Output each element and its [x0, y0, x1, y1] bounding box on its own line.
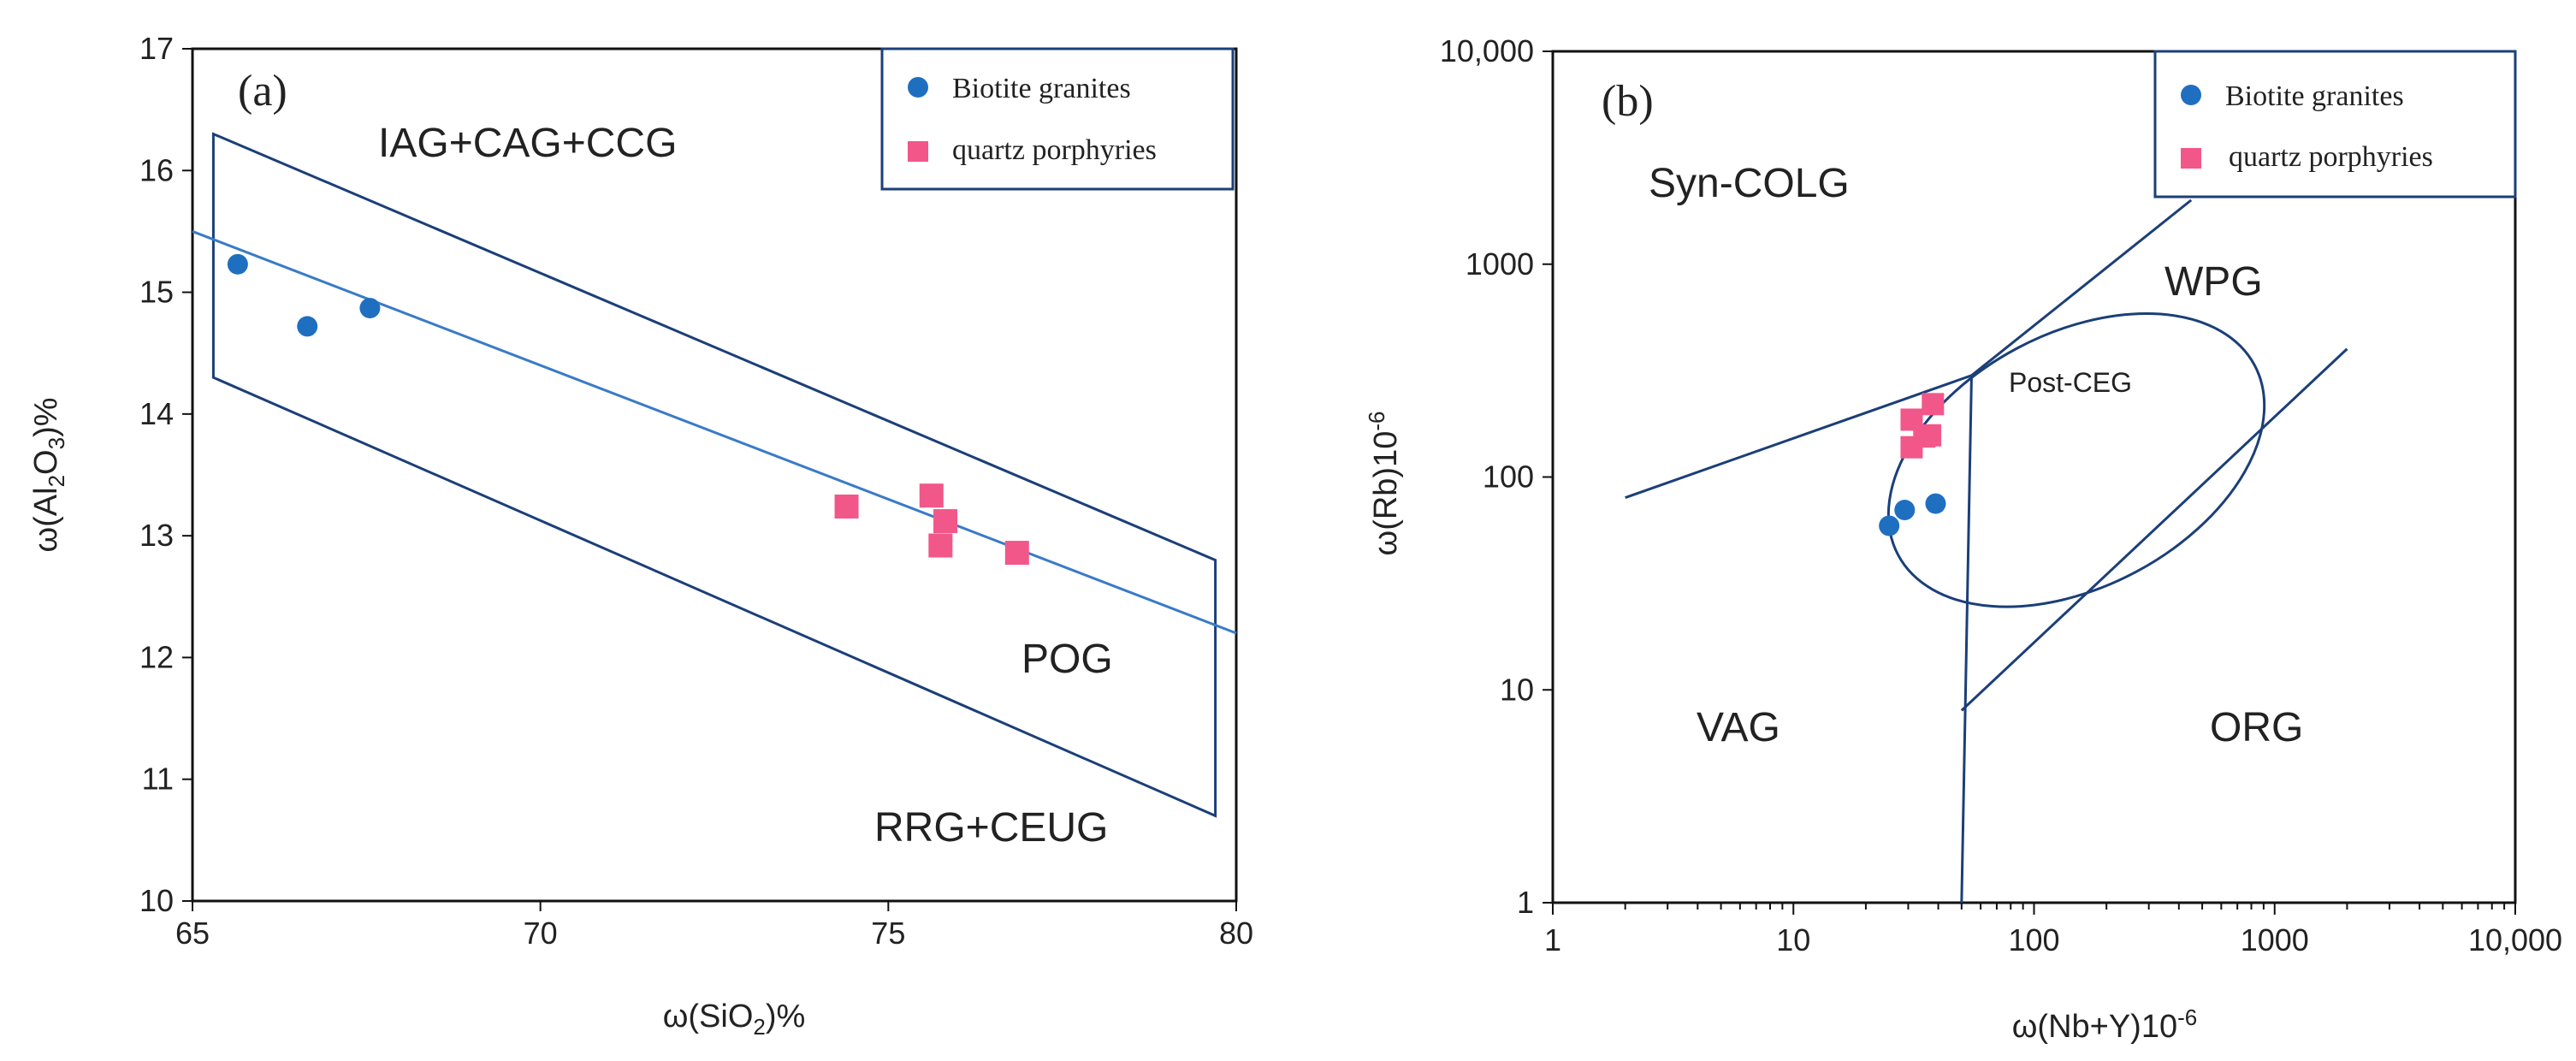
- field-boundary-b: [1960, 347, 2348, 712]
- points-b: [1879, 393, 1946, 536]
- fields-b: [1625, 199, 2348, 904]
- panel-label-a: (a): [238, 67, 287, 116]
- points-a: [227, 253, 1029, 566]
- field-label-syncolg: Syn-COLG: [1649, 161, 1850, 206]
- y-tick-label-a: 10: [139, 883, 174, 918]
- x-tick-label-b: 10,000: [2468, 922, 2562, 957]
- field-label-org: ORG: [2210, 705, 2303, 750]
- ticks-a: 65 70 75 80 10 11 12 13 14 15 16 17: [139, 31, 1253, 951]
- y-axis-title-b: ω(Rb)10-6: [1364, 412, 1404, 556]
- legend-label-quartz-a: quartz porphyries: [952, 134, 1157, 166]
- data-point-biotite-a: [359, 298, 381, 319]
- field-boundary-b: [1970, 199, 2193, 376]
- y-tick-label-b: 10,000: [1440, 33, 1534, 68]
- data-point-biotite-a: [297, 316, 318, 337]
- fields-a: [192, 132, 1237, 818]
- data-point-quartz-a: [928, 533, 953, 558]
- y-tick-label-b: 1: [1517, 885, 1534, 920]
- ticks-b: 1 10 100 1000 10,000 1 10 100 1000 10,000: [1440, 33, 2562, 957]
- plot-frame-a: [191, 47, 1238, 903]
- y-tick-label-a: 17: [139, 31, 174, 66]
- legend-label-quartz-b: quartz porphyries: [2229, 141, 2433, 173]
- legend-box-a: [880, 47, 1235, 191]
- panel-label-b: (b): [1602, 77, 1654, 126]
- data-point-biotite-b: [1894, 500, 1916, 521]
- y-tick-label-a: 13: [139, 518, 174, 553]
- panel-b: 1 10 100 1000 10,000 1 10 100 1000 10,000 (b) Syn…: [1364, 33, 2562, 1045]
- field-boundary-b: [1625, 374, 1972, 500]
- data-point-quartz-a: [933, 509, 958, 534]
- data-point-quartz-a: [919, 483, 944, 508]
- x-tick-label-a: 80: [1219, 916, 1253, 951]
- legend-a: Biotite granites quartz porphyries: [880, 47, 1235, 191]
- data-point-quartz-b: [1900, 436, 1923, 459]
- y-tick-label-a: 15: [139, 275, 174, 310]
- x-axis-title-b: ω(Nb+Y)10-6: [2012, 1005, 2197, 1045]
- x-tick-label-a: 65: [175, 916, 210, 951]
- post-ceg-ellipse-b: [1886, 311, 2266, 608]
- data-point-biotite-b: [1879, 515, 1900, 536]
- x-tick-label-a: 75: [871, 916, 905, 951]
- field-label-iag: IAG+CAG+CCG: [378, 121, 677, 166]
- field-label-postceg: Post-CEG: [2009, 367, 2132, 398]
- field-boundary-b: [1960, 375, 1973, 904]
- legend-marker-biotite-b: [2181, 85, 2201, 105]
- trend-line-a: [192, 230, 1237, 635]
- y-axis-title-a: ω(Al2O3)%: [28, 397, 69, 552]
- field-boundary-a: [211, 132, 1217, 818]
- x-tick-label-b: 1000: [2241, 922, 2309, 957]
- field-label-pog: POG: [1022, 637, 1113, 682]
- legend-b: Biotite granites quartz porphyries: [2153, 50, 2517, 199]
- data-point-biotite-b: [1925, 493, 1946, 514]
- y-tick-label-b: 1000: [1466, 246, 1534, 282]
- field-label-wpg: WPG: [2164, 259, 2263, 305]
- data-point-quartz-b: [1922, 393, 1945, 416]
- panel-a: 65 70 75 80 10 11 12 13 14 15 16 17 (a) IAG+CAG+CCG…: [28, 31, 1253, 1040]
- legend-marker-biotite-a: [908, 77, 928, 98]
- field-label-rrg: RRG+CEUG: [874, 805, 1108, 851]
- y-tick-label-a: 14: [139, 396, 174, 431]
- legend-marker-quartz-b: [2181, 148, 2201, 169]
- legend-label-biotite-a: Biotite granites: [952, 73, 1131, 104]
- x-tick-label-b: 1: [1544, 922, 1561, 957]
- y-tick-label-a: 16: [139, 152, 174, 187]
- field-label-vag: VAG: [1697, 705, 1780, 750]
- y-tick-label-a: 12: [139, 639, 174, 674]
- x-tick-label-b: 100: [2008, 922, 2059, 957]
- legend-label-biotite-b: Biotite granites: [2225, 80, 2404, 112]
- data-point-quartz-a: [1004, 541, 1029, 566]
- x-axis-title-a: ω(SiO2)%: [663, 999, 806, 1040]
- y-tick-label-b: 100: [1483, 459, 1534, 495]
- x-tick-label-a: 70: [524, 916, 558, 951]
- y-tick-label-b: 10: [1500, 672, 1534, 707]
- data-point-biotite-a: [227, 253, 248, 275]
- legend-box-b: [2153, 50, 2517, 199]
- y-tick-label-a: 11: [142, 762, 174, 797]
- x-tick-label-b: 10: [1776, 922, 1810, 957]
- legend-marker-quartz-a: [908, 141, 928, 162]
- data-point-quartz-a: [834, 494, 859, 519]
